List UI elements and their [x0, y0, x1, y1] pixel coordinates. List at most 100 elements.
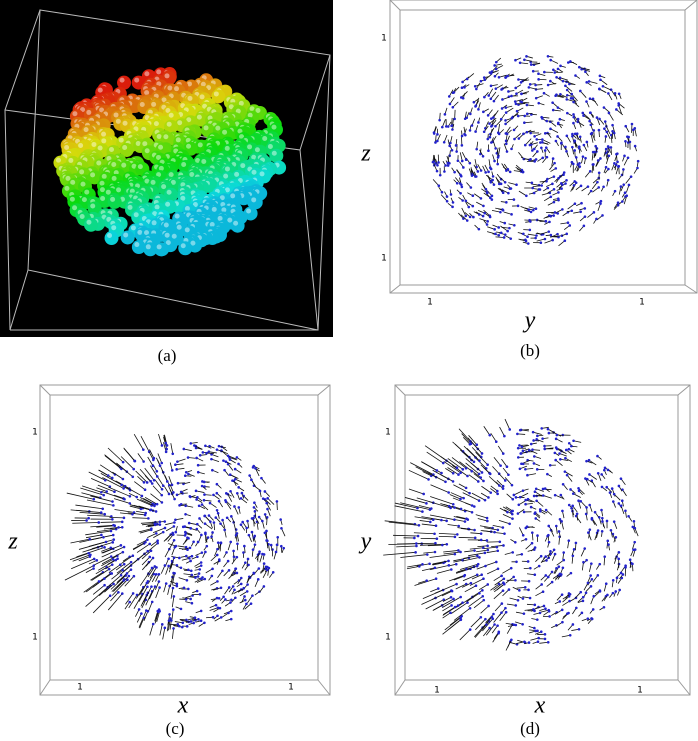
vector-arrow: [266, 502, 272, 511]
vector-tail: [500, 602, 504, 605]
vector-tail: [501, 191, 505, 195]
vector-tail: [183, 474, 187, 478]
vector-arrow: [205, 568, 213, 574]
vector-tail: [253, 501, 256, 505]
vector-tail: [477, 108, 480, 111]
vector-tail: [556, 232, 559, 236]
sphere-highlight: [224, 166, 230, 172]
vector-tail: [524, 498, 527, 502]
vector-tail: [459, 471, 462, 475]
frame-edge: [389, 284, 401, 294]
vector-tail: [200, 551, 204, 554]
vector-tail: [103, 478, 107, 482]
vector-arrow: [616, 109, 624, 116]
sphere-highlight: [100, 196, 106, 202]
vector-tail: [554, 437, 558, 441]
vector-arrow: [487, 226, 495, 230]
vector-tail: [442, 140, 446, 144]
vector-tail: [525, 130, 529, 134]
vector-arrow: [491, 625, 498, 634]
vector-arrow: [101, 547, 111, 552]
vector-tail: [506, 74, 509, 78]
vector-tail: [234, 596, 237, 600]
vector-tail: [461, 199, 464, 202]
vector-arrow: [502, 506, 512, 513]
vector-tail: [585, 477, 589, 481]
vector-tail: [250, 478, 253, 482]
vector-tail: [440, 125, 444, 129]
vector-tail: [173, 521, 176, 524]
vector-tail: [571, 96, 575, 100]
vector-arrow: [175, 463, 184, 466]
sphere: [117, 75, 132, 90]
vector-tail: [546, 54, 550, 58]
vector-arrow: [498, 147, 501, 156]
vector-tail: [615, 108, 618, 111]
vector-tail: [531, 448, 534, 451]
vector-arrow: [72, 554, 91, 562]
vector-arrow: [217, 570, 223, 578]
vector-arrow: [591, 132, 596, 141]
vector-tail: [234, 567, 237, 571]
vector-tail: [445, 519, 448, 523]
vector-arrow: [524, 121, 533, 124]
vector-tail: [215, 596, 219, 600]
vector-tail: [223, 528, 226, 532]
vector-tail: [552, 68, 555, 72]
vector-tail: [539, 141, 542, 144]
vector-arrow: [461, 582, 472, 588]
vector-arrow: [483, 467, 491, 475]
vector-tail: [150, 566, 154, 570]
vector-tail: [190, 554, 194, 558]
frame-edge: [317, 384, 331, 396]
vector-tail: [485, 516, 489, 520]
vector-tail: [564, 145, 567, 149]
vector-arrow: [458, 483, 467, 489]
vector-tail: [236, 542, 239, 546]
vector-arrow: [96, 525, 115, 528]
vector-tail: [544, 574, 548, 577]
vector-tail: [198, 454, 202, 457]
sphere-highlight: [168, 172, 174, 178]
vector-tail: [414, 551, 417, 554]
vector-arrow: [104, 455, 122, 470]
vector-tail: [549, 550, 552, 553]
sphere-highlight: [167, 85, 173, 91]
vector-tail: [499, 210, 502, 214]
vector-tail: [144, 511, 148, 515]
vector-tail: [258, 550, 261, 553]
vector-arrow: [168, 543, 177, 547]
vector-tail: [226, 559, 230, 563]
vector-tail: [517, 503, 521, 507]
vector-arrow: [518, 151, 525, 160]
sphere-highlight: [201, 158, 207, 164]
vector-tail: [476, 480, 480, 483]
vector-arrow: [72, 522, 99, 524]
vector-arrow: [388, 521, 419, 526]
vector-tail: [428, 508, 432, 511]
vector-tail: [237, 486, 240, 489]
vector-tail: [532, 608, 535, 611]
vector-tail: [500, 88, 503, 91]
vector-tail: [515, 560, 518, 564]
vector-tail: [449, 595, 453, 599]
vector-tail: [482, 598, 486, 602]
vector-tail: [116, 557, 119, 560]
vector-tail: [480, 471, 484, 474]
vector-tail: [241, 520, 244, 524]
vector-tail: [516, 432, 519, 436]
vector-tail: [592, 129, 596, 132]
vector-arrow: [125, 486, 143, 497]
vector-tail: [165, 447, 168, 451]
vector-tail: [483, 95, 486, 99]
vector-tail: [203, 493, 206, 496]
vector-arrow: [525, 542, 533, 550]
vector-arrow: [421, 461, 438, 471]
vector-arrow: [170, 587, 174, 599]
vector-tail: [266, 539, 269, 543]
vector-tail: [99, 511, 103, 514]
vector-tail: [120, 520, 124, 524]
vector-tail: [198, 568, 202, 571]
vector-tail: [516, 204, 520, 208]
sphere-highlight: [251, 169, 257, 175]
